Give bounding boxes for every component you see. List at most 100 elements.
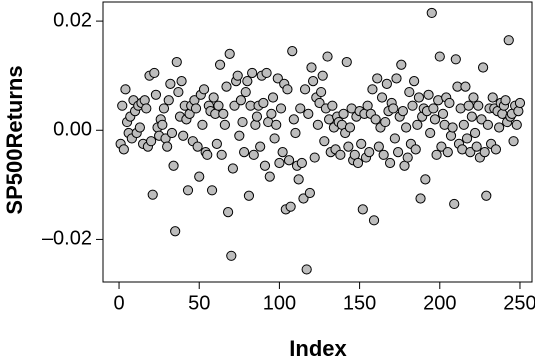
point [251,111,263,122]
point [477,62,489,73]
point [370,114,381,125]
point [307,76,319,87]
point [317,70,328,81]
point [141,103,152,114]
point [409,76,420,87]
point [227,163,239,174]
point [367,84,378,95]
point [248,149,259,160]
point [465,146,476,158]
point [206,185,218,196]
point [219,119,230,130]
point [258,97,269,109]
point [503,35,514,46]
point [426,7,437,19]
point [274,157,285,169]
point [304,187,315,199]
y-axis-label: SP500Returns [2,65,27,214]
point [344,122,356,133]
point [431,149,442,160]
y-tick-label: –0.02 [42,228,92,250]
point [428,103,439,114]
point [287,46,298,57]
point [309,152,320,163]
point [407,100,418,111]
point [487,92,498,103]
point [343,141,354,152]
point [163,95,174,106]
point [298,193,309,204]
point [444,97,455,109]
point [282,84,293,95]
point [120,84,131,95]
point [272,73,283,84]
point [202,149,213,160]
point [173,86,184,98]
point [397,106,408,117]
y-tick-label: 0.02 [53,9,92,31]
point [266,108,277,119]
point [449,198,460,210]
point [275,103,287,114]
point [352,157,364,169]
x-tick-label: 0 [113,292,124,314]
point [429,114,441,125]
point [267,92,279,103]
point [224,48,235,59]
point [437,108,449,119]
point [335,149,346,160]
point [425,127,436,139]
point [410,144,421,155]
point [237,116,248,128]
point [389,133,400,144]
point [194,171,205,182]
point [247,67,258,79]
y-tick-label: 0.00 [53,119,92,141]
point [378,149,389,160]
point [178,130,189,141]
point [471,141,482,152]
point [445,130,457,141]
point [158,103,170,114]
point [463,100,474,111]
point [442,146,453,158]
point [198,84,210,95]
point [482,119,493,130]
plot-frame [102,1,533,283]
point [466,111,477,122]
point [118,144,129,155]
point [261,67,272,79]
point [380,116,391,128]
point [434,51,445,62]
point [303,108,314,119]
x-tick-label: 200 [423,292,456,314]
point [404,86,415,98]
point [319,136,330,147]
point [412,119,423,130]
point [192,141,203,152]
point [214,59,226,70]
point [255,141,266,152]
point [277,146,288,158]
x-tick-label: 150 [343,292,376,314]
point [299,84,311,95]
point [301,264,312,275]
point [413,92,425,103]
point [226,250,237,261]
point [149,67,160,79]
point [293,174,304,185]
point [436,141,447,152]
point [420,174,431,185]
point [239,146,250,158]
point [314,97,325,109]
point [381,78,392,89]
point [508,136,519,147]
point [476,114,487,125]
point [402,152,413,163]
point [139,95,150,106]
point [150,89,162,100]
point [250,119,261,130]
point [146,136,157,147]
point [490,144,502,155]
